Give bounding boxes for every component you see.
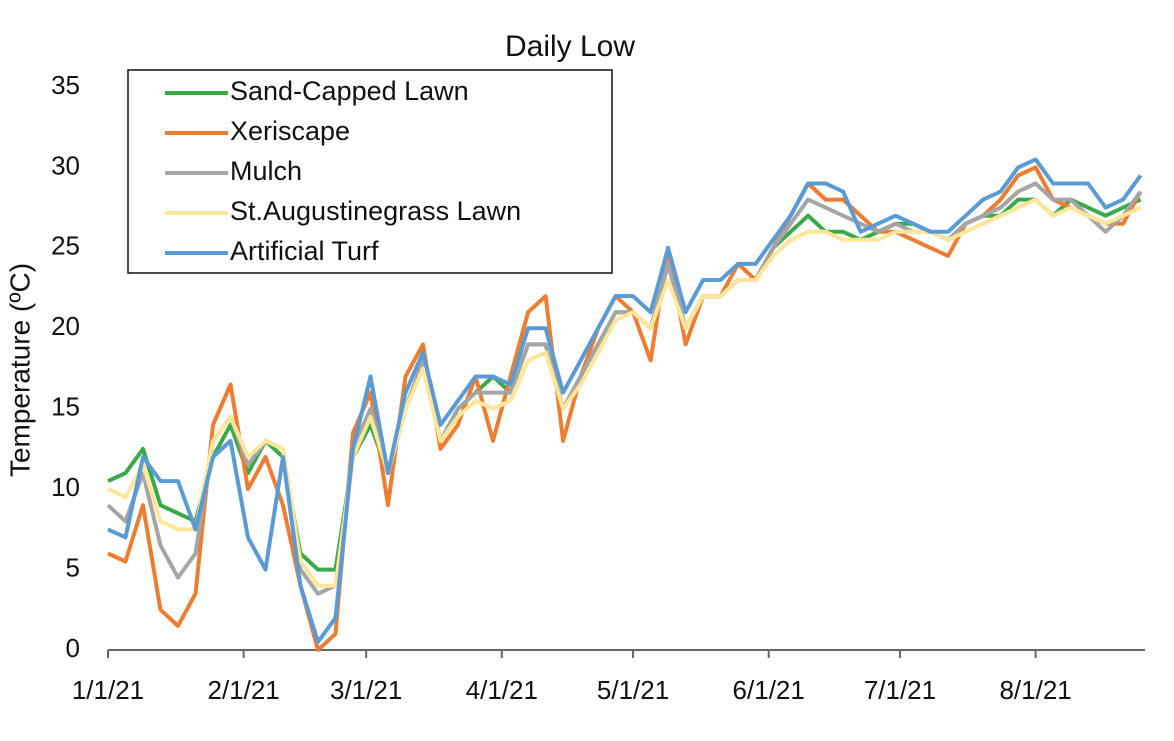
x-tick-label: 5/1/21 bbox=[597, 675, 669, 705]
series-line bbox=[107, 197, 1142, 588]
x-tick-label: 1/1/21 bbox=[72, 675, 144, 705]
legend-label: St.Augustinegrass Lawn bbox=[230, 196, 521, 226]
x-tick-label: 3/1/21 bbox=[330, 675, 402, 705]
x-tick-label: 6/1/21 bbox=[733, 675, 805, 705]
y-tick-label: 0 bbox=[66, 633, 80, 663]
x-tick-label: 2/1/21 bbox=[207, 675, 279, 705]
y-axis-label: Temperature (ºC) bbox=[4, 263, 35, 477]
x-tick-label: 4/1/21 bbox=[466, 675, 538, 705]
legend-label: Sand-Capped Lawn bbox=[230, 76, 469, 106]
x-tick-label: 7/1/21 bbox=[864, 675, 936, 705]
y-tick-label: 25 bbox=[51, 231, 80, 261]
y-tick-label: 20 bbox=[51, 311, 80, 341]
y-tick-label: 5 bbox=[66, 552, 80, 582]
series-line bbox=[107, 157, 1143, 644]
x-tick-label: 8/1/21 bbox=[999, 675, 1071, 705]
y-tick-label: 30 bbox=[51, 150, 80, 180]
chart-title: Daily Low bbox=[505, 30, 635, 63]
y-tick-label: 15 bbox=[51, 392, 80, 422]
legend-label: Artificial Turf bbox=[230, 236, 379, 266]
y-tick-label: 35 bbox=[51, 70, 80, 100]
y-tick-label: 10 bbox=[51, 472, 80, 502]
legend-label: Mulch bbox=[230, 156, 302, 186]
legend-label: Xeriscape bbox=[230, 116, 350, 146]
